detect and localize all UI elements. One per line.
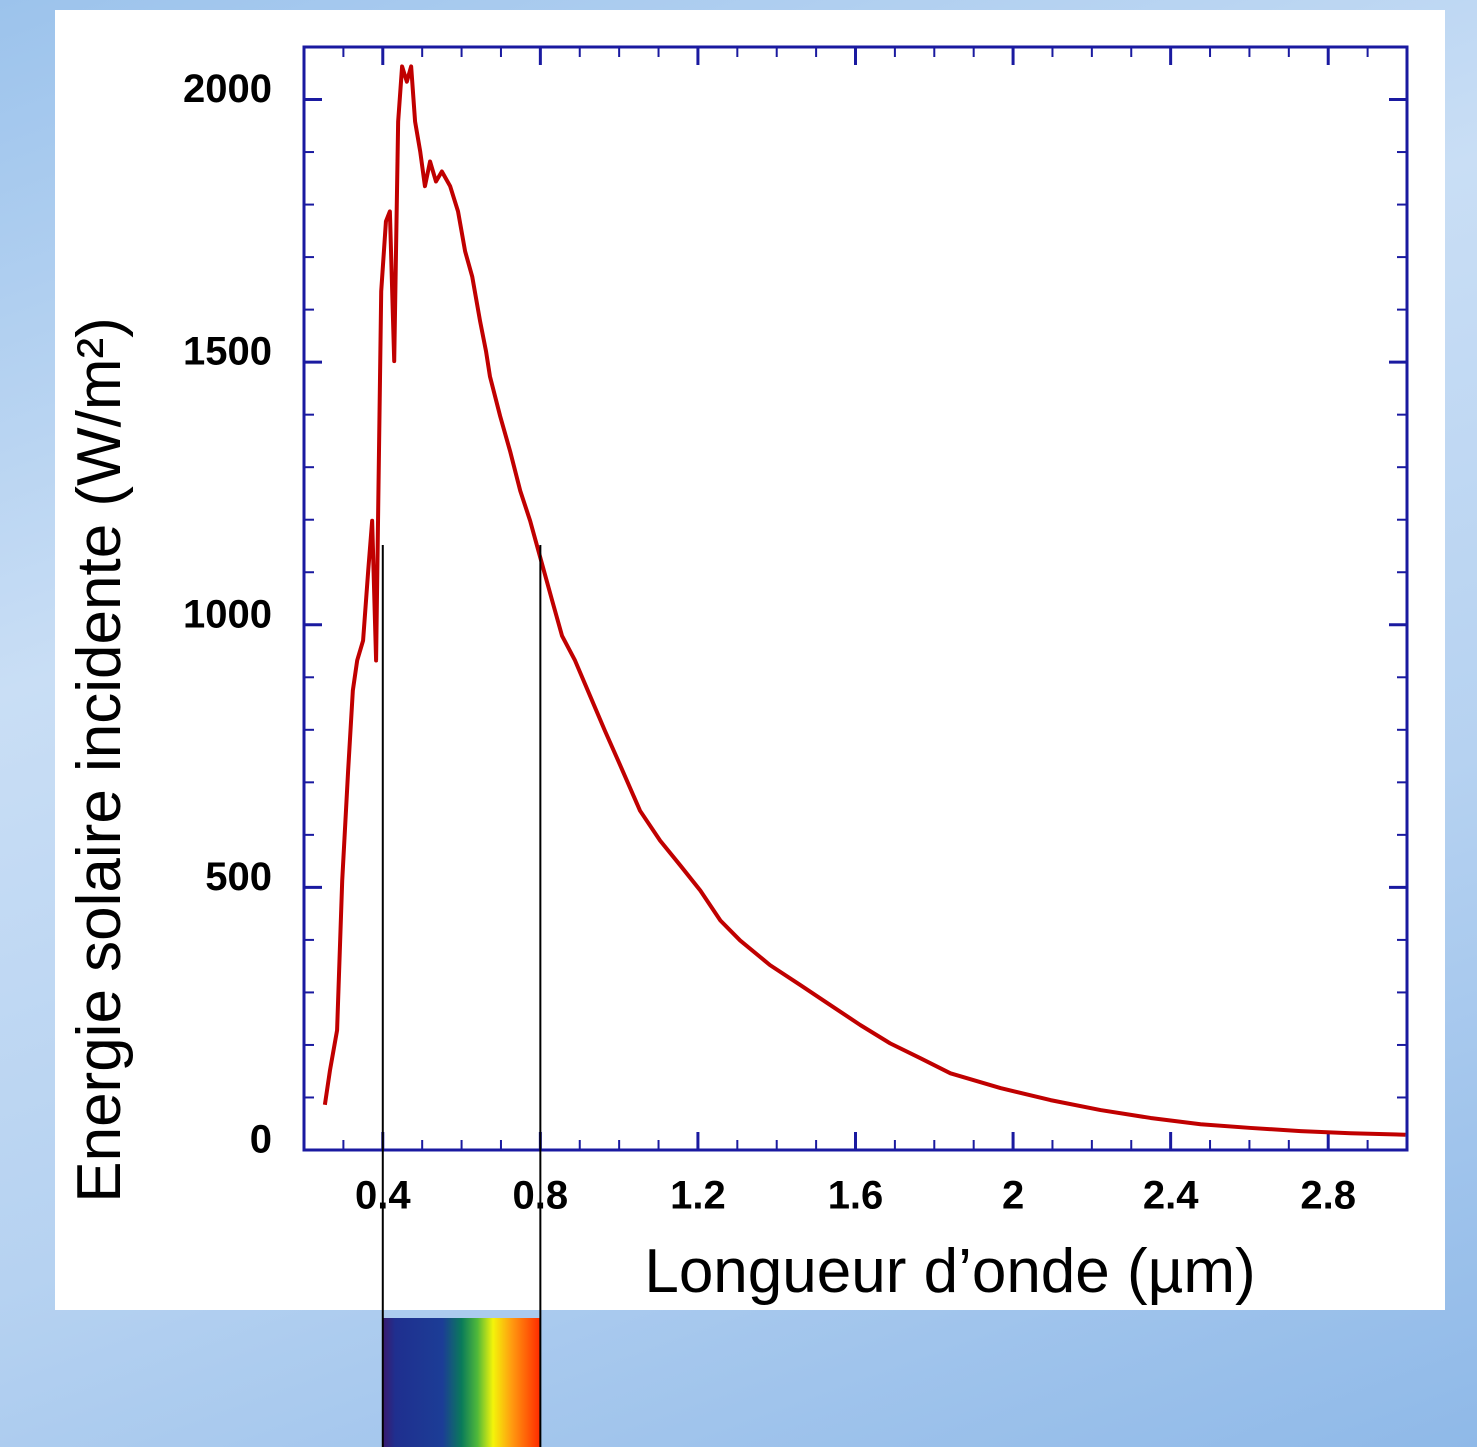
- y-tick-label: 500: [205, 855, 272, 899]
- y-axis-label: Energie solaire incidente (W/m²): [65, 317, 134, 1203]
- x-tick-label: 1.6: [828, 1174, 884, 1218]
- x-axis-label: Longueur d’onde (µm): [644, 1237, 1255, 1306]
- y-tick-label: 2000: [183, 67, 272, 111]
- x-tick-label: 2.4: [1143, 1174, 1199, 1218]
- y-tick-label: 1000: [183, 592, 272, 636]
- y-tick-label: 0: [250, 1118, 272, 1162]
- y-tick-label: 1500: [183, 330, 272, 374]
- x-tick-label: 2: [1002, 1174, 1024, 1218]
- plot-frame: [302, 45, 1409, 1152]
- chart-panel: [55, 10, 1445, 1310]
- x-tick-label: 2.8: [1300, 1174, 1356, 1218]
- data-line: [322, 64, 1406, 1137]
- x-tick-label: 1.2: [670, 1174, 726, 1218]
- visible-spectrum: [382, 1318, 541, 1447]
